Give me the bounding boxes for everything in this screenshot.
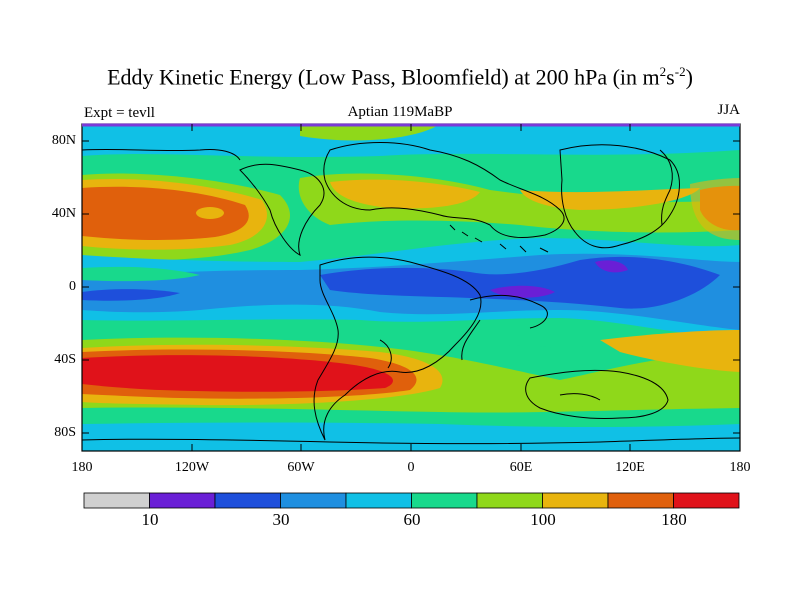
coastline-australia-antarctica: [525, 369, 669, 419]
map-subtitle: Aptian 119MaBP: [347, 104, 453, 120]
x-tick-180w: 180: [71, 460, 93, 475]
coastline-inner-east: [559, 393, 601, 401]
field-arctic-cyan: [82, 124, 740, 157]
coastline-north-america: [239, 163, 325, 256]
colorbar-box-2: [214, 492, 281, 509]
eke-field: [82, 124, 740, 451]
y-tick-40n: 40N: [51, 206, 76, 221]
coastline-arctic: [82, 148, 241, 161]
x-tick-180e: 180: [729, 460, 751, 475]
colorbar-label-30: 30: [272, 510, 290, 529]
coastline-africa-east: [469, 295, 548, 329]
x-tick-0: 0: [407, 460, 415, 475]
coastline-eurasia: [323, 142, 565, 238]
season-label: JJA: [717, 102, 740, 118]
coastline-antarctica: [82, 437, 740, 444]
field-arctic-yellowgreen: [300, 124, 440, 141]
field-purple-atlantic: [490, 285, 555, 298]
y-tick-0: 0: [69, 279, 76, 294]
coastline-gondwana-west: [313, 256, 482, 441]
y-tick-80n: 80N: [51, 133, 76, 148]
x-tick-60w: 60W: [287, 460, 315, 475]
colorbar-box-1: [149, 492, 216, 509]
colorbar-box-0: [83, 492, 150, 509]
colorbar-box-3: [280, 492, 347, 509]
coastline-inner: [379, 339, 392, 369]
colorbar-box-6: [476, 492, 543, 509]
x-tick-120w: 120W: [174, 460, 210, 475]
coastline-india: [461, 319, 481, 361]
colorbar-box-4: [345, 492, 412, 509]
field-npac-orange: [82, 186, 249, 240]
colorbar-label-180: 180: [661, 510, 687, 529]
field-purple-tethys: [595, 260, 628, 273]
field-sh-red: [82, 355, 393, 392]
coastline-islands: [449, 224, 549, 253]
coastline-east-asia: [559, 144, 680, 249]
y-tick-80s: 80S: [54, 425, 76, 440]
colorbar-box-9: [673, 492, 740, 509]
x-tick-60e: 60E: [509, 460, 533, 475]
axis-ticks: [81, 124, 741, 451]
x-tick-120e: 120E: [615, 460, 645, 475]
colorbar-box-8: [607, 492, 674, 509]
colorbar-label-10: 10: [141, 510, 159, 529]
experiment-label: Expt = tevll: [84, 105, 155, 121]
colorbar: [83, 492, 740, 509]
colorbar-box-5: [411, 492, 478, 509]
coastline-siberia-edge: [659, 149, 673, 226]
map-title: Eddy Kinetic Energy (Low Pass, Bloomfiel…: [107, 64, 693, 90]
colorbar-label-100: 100: [530, 510, 556, 529]
y-tick-40s: 40S: [54, 352, 76, 367]
coastlines: [82, 142, 740, 444]
field-se-gold: [600, 330, 740, 372]
colorbar-box-7: [542, 492, 609, 509]
colorbar-label-60: 60: [403, 510, 421, 529]
